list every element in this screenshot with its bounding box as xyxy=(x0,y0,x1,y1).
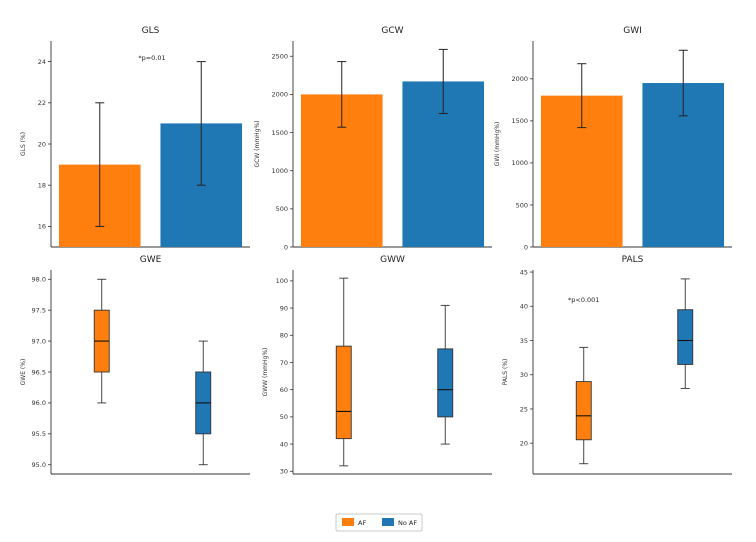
y-tick-label-pals: 45 xyxy=(520,268,528,276)
y-tick-label-gwi: 2000 xyxy=(511,75,528,83)
y-axis-label-gls: GLS (%) xyxy=(20,132,27,156)
y-axis-label-gcw: GCW (mmHg%) xyxy=(254,120,261,167)
y-axis-label-gwe: GWE (%) xyxy=(20,359,27,386)
chart-title-gcw: GCW xyxy=(381,26,403,36)
chart-title-gwe: GWE xyxy=(140,255,162,265)
y-tick-label-gww: 30 xyxy=(280,468,288,476)
y-tick-label-gww: 70 xyxy=(280,359,288,367)
y-tick-label-pals: 25 xyxy=(520,405,528,413)
y-tick-label-gwe: 97.0 xyxy=(32,337,46,345)
y-tick-label-gcw: 2500 xyxy=(271,53,288,61)
chart-gcw: GCW 0 500 1000 1500 2000 2500 GCW (mmHg%) xyxy=(254,26,492,251)
chart-pals: PALS 20 25 30 35 40 45 PALS (%) *p<0.001 xyxy=(502,255,732,475)
y-tick-label-gls: 16 xyxy=(38,223,46,231)
y-tick-label-gwe: 96.0 xyxy=(32,399,46,407)
y-tick-label-pals: 40 xyxy=(520,303,528,311)
chart-gwi: GWI 0 500 1000 1500 2000 GWI (mmHg%) xyxy=(494,26,732,251)
chart-gww: GWW 30 40 50 60 70 80 90 100 GWW (mmHg%) xyxy=(262,255,492,476)
box-gww-af xyxy=(335,345,352,440)
y-tick-label-gls: 20 xyxy=(38,140,46,148)
y-tick-label-pals: 20 xyxy=(520,439,528,447)
annotation-pals: *p<0.001 xyxy=(568,296,599,304)
legend-swatch-no-af xyxy=(382,518,394,526)
y-tick-label-gwe: 96.5 xyxy=(32,368,46,376)
y-tick-label-gwi: 1000 xyxy=(511,159,528,167)
y-tick-label-gwe: 97.5 xyxy=(32,306,46,314)
y-tick-label-gwe: 95.0 xyxy=(32,461,46,469)
y-tick-label-gww: 60 xyxy=(280,386,288,394)
chart-gls: GLS 16 18 20 22 24 GLS (%) *p=0.01 xyxy=(20,26,250,248)
chart-title-gls: GLS xyxy=(142,26,160,36)
y-tick-label-gwi: 1500 xyxy=(511,117,528,125)
chart-gwe: GWE 95.0 95.5 96.0 96.5 97.0 97.5 98.0 GWE (%) xyxy=(20,255,250,475)
y-axis-label-gww: GWW (mmHg%) xyxy=(262,348,269,397)
y-tick-label-gls: 22 xyxy=(38,99,46,107)
chart-title-pals: PALS xyxy=(622,255,644,265)
y-tick-label-gcw: 0 xyxy=(284,243,288,251)
legend-box xyxy=(335,513,423,532)
y-tick-label-gwe: 98.0 xyxy=(32,276,46,284)
y-tick-label-gww: 80 xyxy=(280,332,288,340)
y-tick-label-gcw: 1000 xyxy=(271,167,288,175)
box-pals-no-af xyxy=(677,309,694,365)
y-tick-label-pals: 30 xyxy=(520,371,528,379)
chart-title-gww: GWW xyxy=(380,255,405,265)
y-tick-label-pals: 35 xyxy=(520,337,528,345)
legend-label-af: AF xyxy=(358,519,366,527)
annotation-gls: *p=0.01 xyxy=(138,54,165,62)
box-gww-no-af xyxy=(437,348,454,418)
y-axis-label-gwi: GWI (mmHg%) xyxy=(494,122,501,167)
y-tick-label-gww: 50 xyxy=(280,413,288,421)
y-axis-label-pals: PALS (%) xyxy=(502,359,509,386)
y-tick-label-gcw: 500 xyxy=(276,205,288,213)
y-tick-label-gwe: 95.5 xyxy=(32,430,46,438)
y-tick-label-gww: 90 xyxy=(280,304,288,312)
y-tick-label-gcw: 2000 xyxy=(271,91,288,99)
y-tick-label-gwi: 0 xyxy=(524,243,528,251)
y-tick-label-gww: 100 xyxy=(276,277,288,285)
y-tick-label-gww: 40 xyxy=(280,440,288,448)
chart-title-gwi: GWI xyxy=(623,26,642,36)
y-tick-label-gls: 24 xyxy=(38,58,46,66)
y-tick-label-gwi: 500 xyxy=(516,201,528,209)
y-tick-label-gls: 18 xyxy=(38,182,46,190)
legend-swatch-af xyxy=(342,518,354,526)
box-pals-af xyxy=(575,381,592,441)
legend-label-no-af: No AF xyxy=(398,519,417,527)
y-tick-label-gcw: 1500 xyxy=(271,129,288,137)
legend: AF No AF xyxy=(335,513,423,532)
